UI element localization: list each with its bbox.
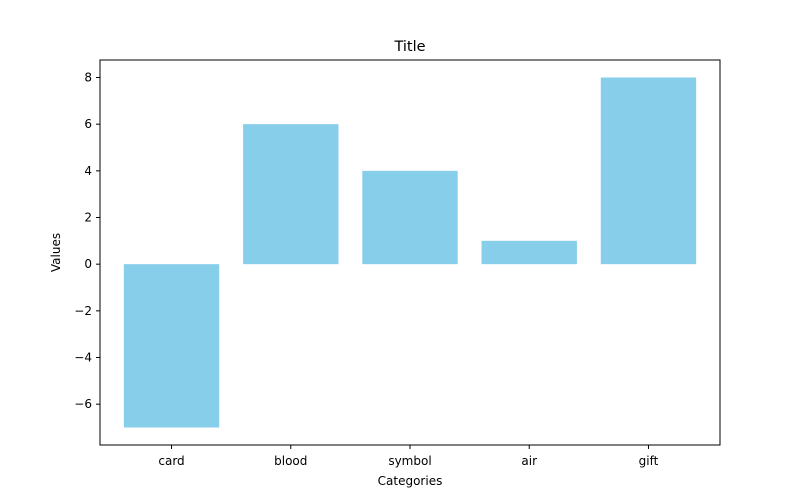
y-tick-label: 0 (84, 257, 92, 271)
x-tick-label-card: card (158, 454, 184, 468)
bar-gift (601, 78, 696, 265)
x-tick-label-air: air (521, 454, 537, 468)
bar-symbol (362, 171, 457, 264)
y-tick-label: 2 (84, 211, 92, 225)
y-tick-label: −2 (74, 304, 92, 318)
y-axis-ticks: −6 −4 −2 0 2 4 6 8 (74, 71, 100, 412)
x-axis-ticks: card blood symbol air gift (158, 445, 658, 468)
y-tick-label: 4 (84, 164, 92, 178)
chart-title: Title (393, 39, 425, 55)
x-tick-label-gift: gift (639, 454, 659, 468)
bar-blood (243, 124, 338, 264)
y-tick-label: 8 (84, 71, 92, 85)
y-axis-label: Values (49, 233, 63, 272)
x-axis-label: Categories (378, 474, 443, 488)
x-tick-label-symbol: symbol (388, 454, 431, 468)
x-tick-label-blood: blood (274, 454, 307, 468)
y-tick-label: 6 (84, 117, 92, 131)
y-tick-label: −4 (74, 351, 92, 365)
bar-card (124, 264, 219, 427)
bars-group (124, 78, 696, 428)
bar-air (482, 241, 577, 264)
y-tick-label: −6 (74, 397, 92, 411)
